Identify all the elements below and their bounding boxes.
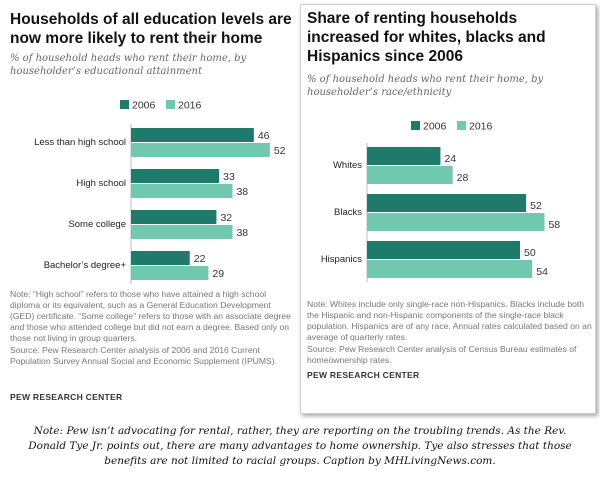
chart-note: Note: “High school” refers to those who … bbox=[10, 289, 291, 343]
chart-panel-education: Households of all education levels are n… bbox=[4, 4, 294, 414]
bar-2016 bbox=[131, 266, 209, 280]
value-label: 28 bbox=[457, 172, 469, 184]
category-label: Some college bbox=[68, 219, 126, 230]
value-label: 54 bbox=[536, 266, 548, 278]
value-label: 29 bbox=[212, 268, 224, 280]
value-label: 58 bbox=[548, 219, 560, 231]
bar-2006 bbox=[131, 210, 217, 224]
chart-title: Households of all education levels are n… bbox=[10, 11, 292, 47]
chart-source: Source: Pew Research Center analysis of … bbox=[10, 345, 278, 366]
value-label: 52 bbox=[530, 200, 542, 212]
bar-2016 bbox=[367, 166, 453, 184]
chart-source: Source: Pew Research Center analysis of … bbox=[307, 344, 577, 365]
value-label: 50 bbox=[524, 247, 536, 259]
legend-swatch-2016 bbox=[457, 121, 466, 130]
category-label: Bachelor’s degree+ bbox=[44, 260, 127, 271]
category-label: High school bbox=[76, 178, 126, 189]
value-label: 38 bbox=[236, 186, 248, 198]
value-label: 22 bbox=[194, 253, 206, 265]
bar-chart-education: 2006 2016 Less than high school 46 52 High sc… bbox=[34, 100, 286, 284]
pew-logo-text: PEW RESEARCH CENTER bbox=[307, 370, 420, 380]
bar-2006 bbox=[131, 169, 220, 183]
bar-2016 bbox=[131, 184, 233, 198]
category-label: Blacks bbox=[334, 207, 362, 218]
bar-2016 bbox=[367, 260, 533, 278]
bar-2016 bbox=[131, 143, 270, 157]
legend-swatch-2006 bbox=[411, 121, 420, 130]
legend-label-2016: 2016 bbox=[469, 121, 493, 133]
chart-note: Note: Whites include only single-race no… bbox=[307, 299, 592, 342]
chart-subtitle: % of household heads who rent their home… bbox=[307, 74, 544, 98]
value-label: 46 bbox=[258, 130, 270, 142]
chart-title: Share of renting households increased fo… bbox=[307, 10, 546, 65]
bar-2006 bbox=[367, 194, 527, 212]
category-label: Less than high school bbox=[34, 137, 126, 148]
chart-subtitle: % of household heads who rent their home… bbox=[10, 53, 247, 77]
legend-label-2006: 2006 bbox=[423, 121, 447, 133]
pew-logo-text: PEW RESEARCH CENTER bbox=[10, 392, 123, 402]
chart-panel-race: Share of renting households increased fo… bbox=[300, 4, 596, 414]
bar-2016 bbox=[367, 213, 545, 231]
value-label: 52 bbox=[274, 145, 286, 157]
bar-2016 bbox=[131, 225, 233, 239]
bar-2006 bbox=[131, 251, 190, 265]
value-label: 24 bbox=[444, 153, 456, 165]
bar-2006 bbox=[367, 147, 441, 165]
legend-label-2016: 2016 bbox=[178, 100, 202, 112]
category-label: Hispanics bbox=[321, 254, 362, 265]
legend-label-2006: 2006 bbox=[132, 100, 156, 112]
value-label: 38 bbox=[236, 227, 248, 239]
bar-2006 bbox=[131, 128, 254, 142]
legend-swatch-2006 bbox=[120, 100, 129, 109]
value-label: 32 bbox=[220, 212, 232, 224]
bar-2006 bbox=[367, 241, 520, 259]
category-label: Whites bbox=[333, 160, 362, 171]
image-caption: Note: Pew isn’t advocating for rental, r… bbox=[28, 425, 572, 467]
legend-swatch-2016 bbox=[166, 100, 175, 109]
value-label: 33 bbox=[223, 171, 235, 183]
